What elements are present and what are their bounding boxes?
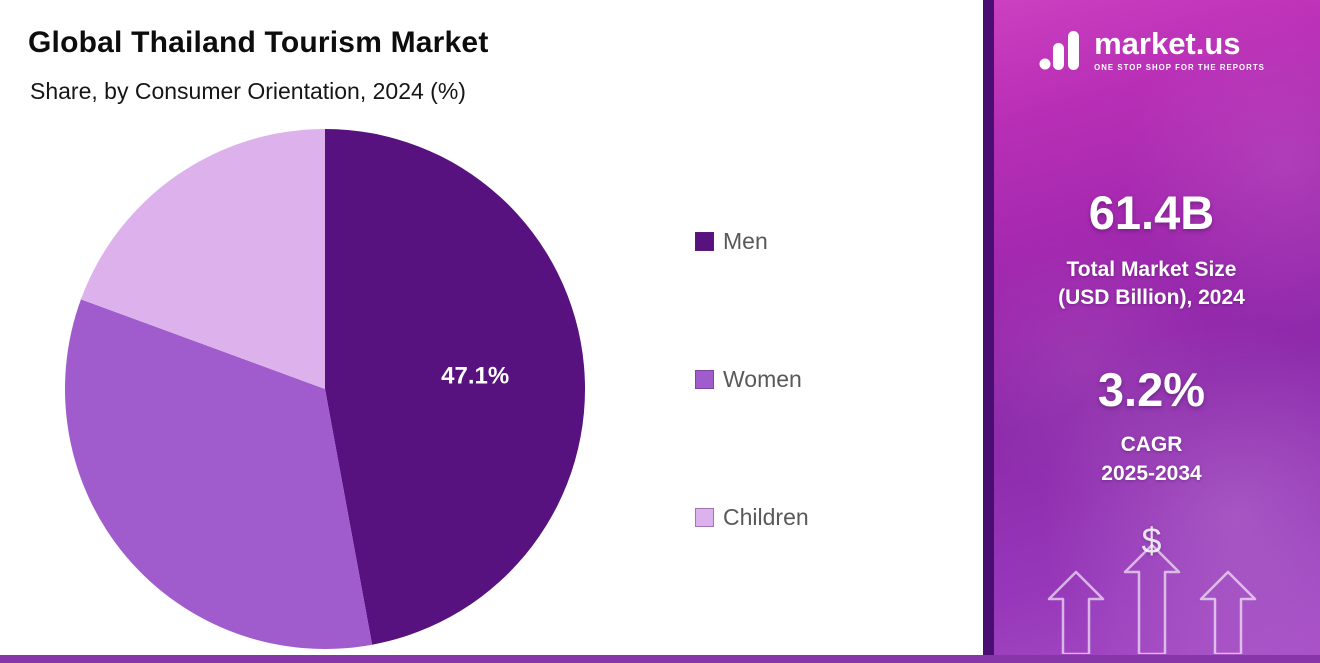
pie-slice-children <box>80 129 326 389</box>
chart-area: Global Thailand Tourism Market Share, by… <box>28 26 809 651</box>
legend-item-women: Women <box>695 366 809 392</box>
pie-chart-svg: 47.1% <box>64 129 586 650</box>
market-size-value: 61.4B <box>1088 186 1215 239</box>
cagr-label: CAGR <box>1120 433 1183 456</box>
cagr-value: 3.2% <box>1097 363 1206 416</box>
legend: Men Women Children <box>695 228 809 642</box>
up-arrows-icon <box>1047 543 1256 654</box>
legend-label-women: Women <box>723 365 802 392</box>
logo-tagline: ONE STOP SHOP FOR THE REPORTS <box>1094 63 1265 72</box>
panel-content: market.us ONE STOP SHOP FOR THE REPORTS … <box>983 0 1320 663</box>
bottom-strip <box>0 655 1320 663</box>
market-size-label-line1: Total Market Size <box>1066 258 1237 281</box>
legend-item-men: Men <box>695 228 809 254</box>
chart-subtitle: Share, by Consumer Orientation, 2024 (%) <box>30 78 466 104</box>
legend-item-children: Children <box>695 504 809 530</box>
chart-title: Global Thailand Tourism Market <box>28 26 489 59</box>
logo-text: market.us <box>1094 26 1241 61</box>
cagr-period: 2025-2034 <box>1101 462 1202 485</box>
pie-slice-men <box>325 129 586 645</box>
marketus-logo: market.us ONE STOP SHOP FOR THE REPORTS <box>983 28 1320 72</box>
legend-label-men: Men <box>723 227 768 254</box>
pie-slice-women <box>64 299 373 650</box>
marketus-logo-icon <box>1039 31 1080 70</box>
panel-left-strip <box>983 0 994 663</box>
side-panel: market.us ONE STOP SHOP FOR THE REPORTS … <box>983 0 1320 663</box>
market-size-label-line2: (USD Billion), 2024 <box>1058 286 1245 309</box>
legend-swatch-men <box>695 231 714 251</box>
legend-label-children: Children <box>723 503 809 530</box>
legend-swatch-women <box>695 369 714 389</box>
pie-data-label: 47.1% <box>441 362 509 389</box>
logo-text-block: market.us ONE STOP SHOP FOR THE REPORTS <box>1094 28 1265 72</box>
legend-swatch-children <box>695 507 714 527</box>
pie-chart: 47.1% <box>63 127 587 651</box>
